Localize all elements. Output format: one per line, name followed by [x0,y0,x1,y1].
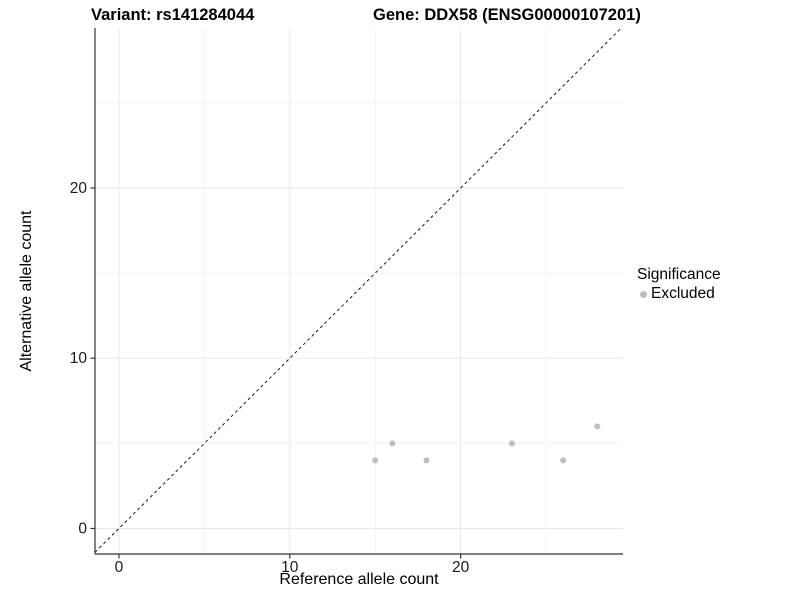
plot-title-gene: Gene: DDX58 (ENSG00000107201) [373,6,641,24]
y-axis-title-text: Alternative allele count [18,210,35,372]
legend: Significance Excluded [637,266,721,303]
y-tick-label: 0 [78,520,87,537]
x-tick-label: 20 [452,559,470,576]
y-tick-label: 20 [70,180,88,197]
x-tick-label: 10 [281,559,299,576]
identity-line [94,27,622,553]
data-point [508,440,515,447]
y-tick-label: 10 [70,350,88,367]
legend-title: Significance [637,266,721,283]
plot-title-variant: Variant: rs141284044 [91,6,255,24]
data-point [389,440,396,447]
x-tick-label: 0 [115,559,124,576]
data-point [423,457,430,464]
x-axis-title: Reference allele count [279,571,439,588]
data-point [372,457,379,464]
legend-item-excluded: Excluded [637,285,721,303]
legend-point-icon [640,290,647,298]
legend-item-label: Excluded [651,285,715,302]
data-point [560,457,567,464]
data-point [594,423,601,430]
